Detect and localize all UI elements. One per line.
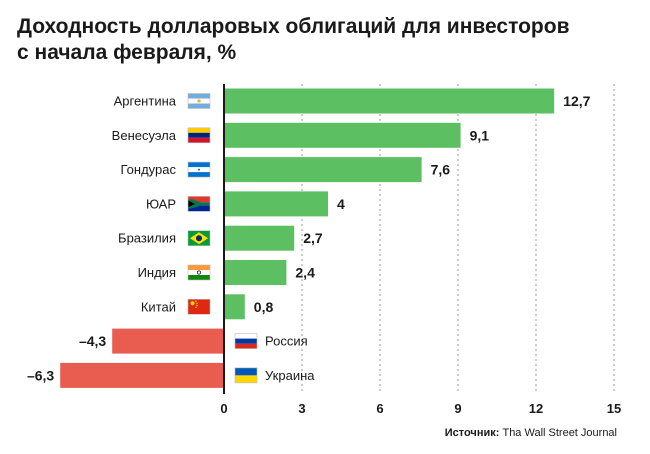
india-flag-icon [187,264,211,281]
flag-border [187,127,211,144]
flag-star [190,301,195,306]
flag-star [196,302,198,304]
flag-stripe [188,275,210,280]
data-label: 0,8 [254,299,274,315]
flag-sun [197,99,201,103]
flag-globe [196,235,202,242]
flag-star [195,306,197,308]
category-label: Гондурас [121,162,177,177]
argentina-flag-icon [187,93,211,109]
venezuela-flag-icon [187,127,211,144]
chart-title-line-1: Доходность долларовых облигаций для инве… [17,15,570,38]
data-label: 2,7 [303,230,323,246]
bar [224,122,461,148]
data-label: 7,6 [431,162,451,178]
category-label: Китай [141,299,176,314]
russia-flag-icon [234,333,258,349]
flag-border [234,333,258,349]
flag-shape [188,199,210,209]
x-tick-label: 12 [529,401,543,416]
data-label: 4 [337,196,345,212]
category-label: Аргентина [114,94,177,109]
flag-star [195,300,197,302]
chart-title-line-2: с начала февраля, % [17,41,237,64]
bar [224,88,555,114]
source-text: Tha Wall Street Journal [502,427,617,439]
flag-star [196,304,198,307]
flag-shape [188,200,195,208]
flag-stripe [188,265,210,270]
flag-border [234,367,258,384]
chart-title: Доходность долларовых облигаций для инве… [17,14,637,66]
flag-stripe [235,333,257,339]
flag-stripe [235,338,257,344]
south-africa-flag-icon [187,196,211,212]
flag-stripe [235,343,257,349]
source-label: Источник: [444,427,500,439]
flag-stripe [188,127,210,133]
flag-border [187,196,211,212]
flag-stripe [235,375,257,383]
flag-border [187,264,211,281]
bar [224,157,422,183]
flag-stripe [188,137,210,143]
flag-star [198,168,200,171]
bar [224,225,295,251]
bar [224,260,287,285]
category-label: Индия [138,265,176,280]
flag-border [187,298,211,315]
flag-stripe [188,270,210,275]
x-tick-label: 3 [298,401,305,416]
flag-stripe [188,196,210,203]
china-flag-icon [187,298,211,315]
data-label: 2,4 [295,265,315,281]
data-label: 9,1 [470,127,490,143]
flag-stripe [188,299,210,315]
flag-stripe [188,205,210,212]
data-label: –4,3 [79,333,106,349]
source-note: Источник: Tha Wall Street Journal [445,427,617,439]
flag-stripe [188,132,210,138]
category-label: Россия [265,334,308,349]
data-label: –6,3 [27,367,54,383]
axis: 0 3 6 9 12 15 [220,84,621,416]
x-tick-label: 9 [454,401,461,416]
honduras-flag-icon [187,161,211,178]
bars: Аргентина 12,7 Венесуэла 9,1 Гондурас 7,6 ЮАР 4… [27,88,591,388]
bar [224,191,328,217]
flag-wheel [197,270,201,275]
category-label: Украина [265,368,315,383]
bar [224,294,245,320]
category-label: Бразилия [118,231,176,246]
x-tick-label: 0 [220,401,227,416]
x-tick-label: 6 [376,401,383,416]
bar [112,328,224,354]
data-label: 12,7 [563,93,590,109]
brazil-flag-icon [187,230,211,246]
flag-stripe [235,367,257,376]
x-tick-label: 15 [607,401,621,416]
flag-border [187,161,211,178]
flag-border [187,93,211,109]
bar [60,362,225,388]
flag-border [187,230,211,246]
ukraine-flag-icon [234,367,258,384]
category-label: Венесуэла [112,128,177,143]
category-label: ЮАР [146,196,176,211]
